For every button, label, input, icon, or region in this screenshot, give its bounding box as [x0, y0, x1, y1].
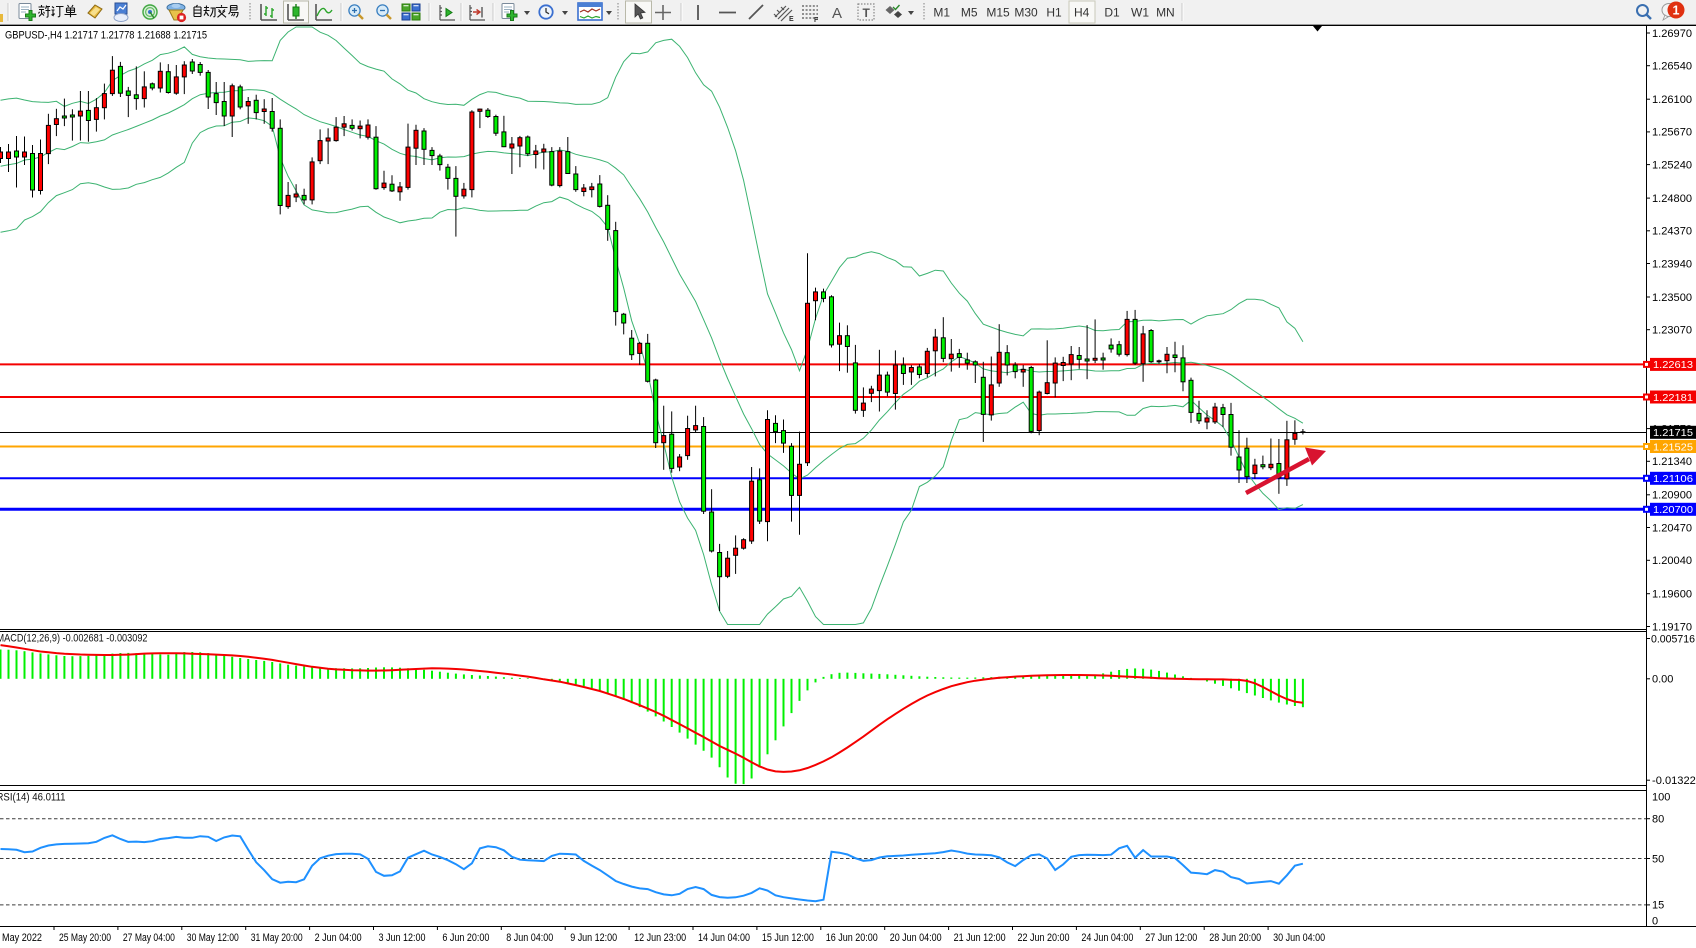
svg-text:1.22181: 1.22181 — [1653, 392, 1693, 404]
svg-text:16 Jun 20:00: 16 Jun 20:00 — [826, 932, 878, 944]
svg-text:May 2022: May 2022 — [2, 932, 42, 944]
svg-text:12 Jun 23:00: 12 Jun 23:00 — [634, 932, 686, 944]
svg-text:1.23940: 1.23940 — [1652, 258, 1692, 270]
svg-text:1.19170: 1.19170 — [1652, 621, 1692, 633]
svg-text:20 Jun 04:00: 20 Jun 04:00 — [890, 932, 942, 944]
svg-text:1.23500: 1.23500 — [1652, 292, 1692, 304]
svg-text:1.22613: 1.22613 — [1653, 359, 1693, 371]
svg-text:1.26100: 1.26100 — [1652, 94, 1692, 106]
svg-text:27 Jun 12:00: 27 Jun 12:00 — [1145, 932, 1197, 944]
svg-text:0: 0 — [1652, 916, 1658, 928]
svg-text:1.26540: 1.26540 — [1652, 61, 1692, 73]
svg-text:31 May 20:00: 31 May 20:00 — [251, 932, 303, 944]
svg-text:0.005716: 0.005716 — [1651, 633, 1695, 645]
svg-text:100: 100 — [1652, 791, 1670, 803]
svg-text:T: T — [863, 6, 871, 20]
svg-text:1.24370: 1.24370 — [1652, 226, 1692, 238]
svg-text:6 Jun 20:00: 6 Jun 20:00 — [442, 932, 489, 944]
svg-text:0.00: 0.00 — [1652, 674, 1673, 686]
svg-text:MN: MN — [1156, 6, 1175, 20]
svg-text:F: F — [814, 17, 819, 24]
svg-text:1.23070: 1.23070 — [1652, 325, 1692, 337]
svg-text:H1: H1 — [1046, 6, 1062, 20]
svg-text:14 Jun 04:00: 14 Jun 04:00 — [698, 932, 750, 944]
svg-text:15 Jun 12:00: 15 Jun 12:00 — [762, 932, 814, 944]
svg-text:D1: D1 — [1104, 6, 1120, 20]
svg-text:MACD(12,26,9) -0.002681 -0.003: MACD(12,26,9) -0.002681 -0.003092 — [0, 633, 148, 645]
svg-text:15: 15 — [1652, 900, 1664, 912]
svg-text:1.20040: 1.20040 — [1652, 555, 1692, 567]
svg-text:1.21525: 1.21525 — [1653, 441, 1693, 453]
svg-text:H4: H4 — [1074, 6, 1090, 20]
svg-text:22 Jun 20:00: 22 Jun 20:00 — [1018, 932, 1070, 944]
svg-text:50: 50 — [1652, 853, 1664, 865]
svg-text:1.20470: 1.20470 — [1652, 522, 1692, 534]
svg-text:M1: M1 — [933, 6, 950, 20]
svg-text:M15: M15 — [986, 6, 1010, 20]
svg-text:21 Jun 12:00: 21 Jun 12:00 — [954, 932, 1006, 944]
svg-text:-0.013222: -0.013222 — [1652, 775, 1696, 787]
svg-text:A: A — [832, 5, 842, 22]
svg-text:8 Jun 04:00: 8 Jun 04:00 — [506, 932, 553, 944]
svg-text:1: 1 — [1673, 4, 1680, 18]
svg-text:M30: M30 — [1014, 6, 1038, 20]
svg-text:1.24800: 1.24800 — [1652, 193, 1692, 205]
svg-text:24 Jun 04:00: 24 Jun 04:00 — [1081, 932, 1133, 944]
svg-text:9 Jun 12:00: 9 Jun 12:00 — [570, 932, 617, 944]
svg-text:1.20700: 1.20700 — [1653, 504, 1693, 516]
svg-text:E: E — [789, 16, 794, 23]
svg-text:27 May 04:00: 27 May 04:00 — [123, 932, 175, 944]
svg-text:1.26970: 1.26970 — [1652, 28, 1692, 40]
svg-text:28 Jun 20:00: 28 Jun 20:00 — [1209, 932, 1261, 944]
svg-text:3 Jun 12:00: 3 Jun 12:00 — [379, 932, 426, 944]
svg-text:GBPUSD-,H4 1.21717 1.21778 1.: GBPUSD-,H4 1.21717 1.21778 1.21688 1.217… — [5, 30, 207, 42]
svg-text:1.20900: 1.20900 — [1652, 490, 1692, 502]
svg-text:1.21715: 1.21715 — [1653, 427, 1693, 439]
svg-text:M5: M5 — [961, 6, 978, 20]
svg-text:RSI(14) 46.0111: RSI(14) 46.0111 — [0, 791, 66, 803]
svg-text:1.21340: 1.21340 — [1652, 456, 1692, 468]
svg-text:25 May 20:00: 25 May 20:00 — [59, 932, 111, 944]
svg-text:30 May 12:00: 30 May 12:00 — [187, 932, 239, 944]
svg-text:1.25670: 1.25670 — [1652, 127, 1692, 139]
svg-text:30 Jun 04:00: 30 Jun 04:00 — [1273, 932, 1325, 944]
svg-text:W1: W1 — [1131, 6, 1149, 20]
svg-text:80: 80 — [1652, 814, 1664, 826]
svg-text:1.25240: 1.25240 — [1652, 159, 1692, 171]
svg-text:1.19600: 1.19600 — [1652, 589, 1692, 601]
svg-text:1.21106: 1.21106 — [1653, 473, 1693, 485]
svg-text:2 Jun 04:00: 2 Jun 04:00 — [315, 932, 362, 944]
